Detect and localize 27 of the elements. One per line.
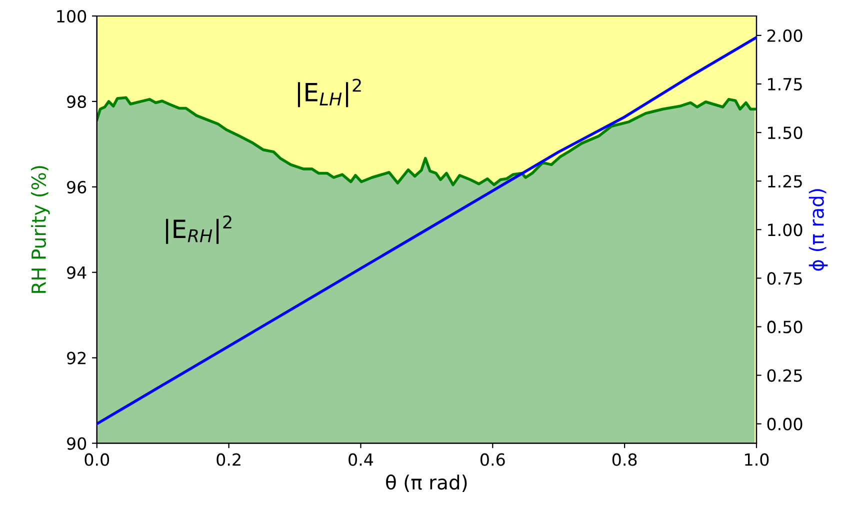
x-tick-label: 0.2 <box>216 453 240 466</box>
y2-tick-label: 1.75 <box>768 78 802 91</box>
annotation: |E$_{RH}$|$^{2}$ <box>166 215 232 244</box>
y2-tick-label: 0.50 <box>767 320 802 334</box>
y2-tick-label: 1.00 <box>768 224 802 236</box>
y-tick-label: 90 <box>67 437 86 450</box>
x-tick-label: 0.6 <box>480 453 505 466</box>
y2-axis-title: ϕ (π rad) <box>808 189 828 271</box>
y-tick-label: 92 <box>67 352 86 364</box>
y2-tick-label: 1.50 <box>768 126 802 140</box>
y-tick-label: 96 <box>67 180 86 194</box>
y-tick-label: 94 <box>67 266 86 279</box>
x-tick-label: 0.4 <box>348 453 374 466</box>
y-tick-label: 100 <box>57 10 86 23</box>
annotation: |E$_{LH}$|$^{2}$ <box>298 78 361 108</box>
x-axis-title: θ (π rad) <box>386 474 467 492</box>
y2-tick-label: 1.25 <box>768 175 802 188</box>
x-tick-label: 0.0 <box>84 453 110 466</box>
y2-tick-label: 0.25 <box>767 369 802 382</box>
x-tick-label: 1.0 <box>745 453 769 466</box>
line-series <box>96 36 756 426</box>
y2-tick-label: 0.75 <box>767 272 802 285</box>
y-tick-label: 98 <box>67 95 86 108</box>
x-tick-label: 0.8 <box>612 453 637 466</box>
y-axis-title: RH Purity (%) <box>30 166 50 293</box>
y2-tick-label: 0.00 <box>767 418 802 430</box>
y2-tick-label: 2.00 <box>767 29 802 42</box>
